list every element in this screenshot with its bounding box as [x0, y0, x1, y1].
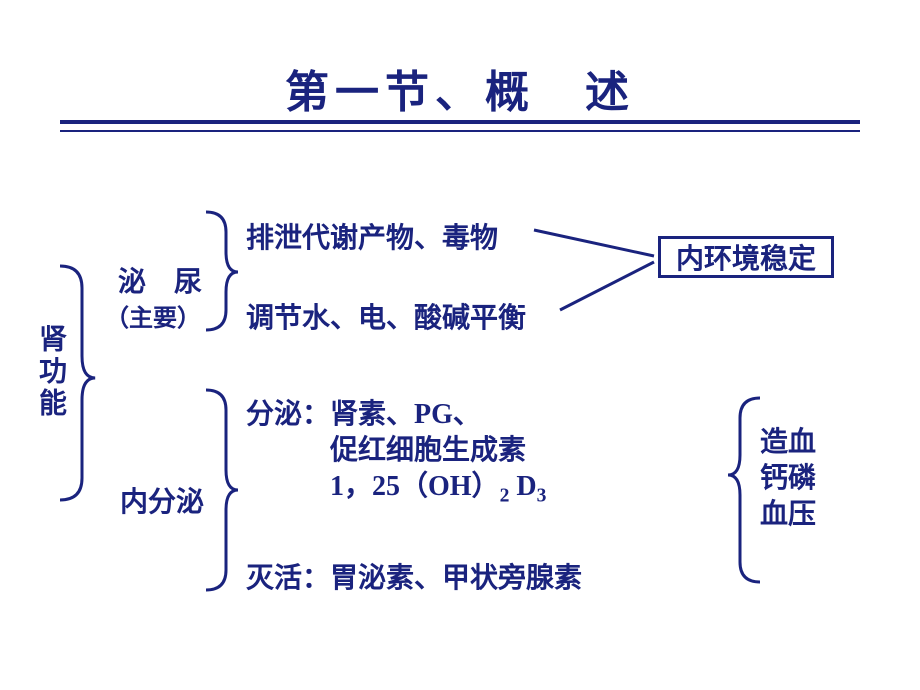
- connector-line-1: [560, 262, 654, 310]
- connector-line-0: [534, 230, 654, 256]
- diagram-connector-lines: [0, 0, 920, 690]
